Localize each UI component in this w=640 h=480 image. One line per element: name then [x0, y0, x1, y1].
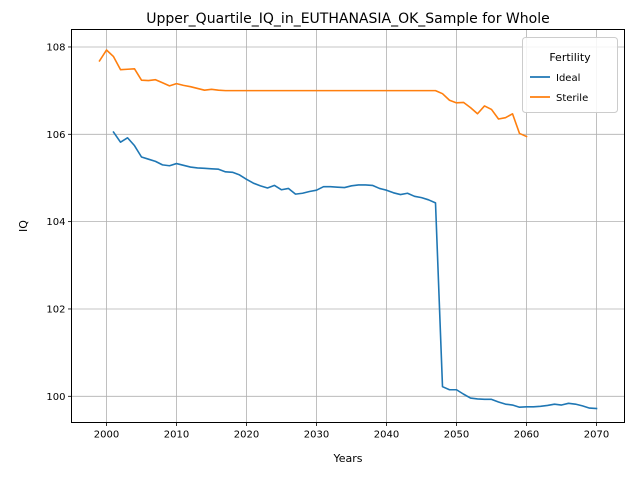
series-lines: [98, 49, 598, 410]
x-tick-label: 2030: [304, 430, 329, 441]
y-axis-label: IQ: [17, 220, 30, 232]
series-line-sterile: [98, 49, 528, 138]
legend: Fertility Ideal Sterile: [522, 37, 618, 113]
x-axis-ticks: 2000 2010 2020 2030 2040 2050 2060 2070: [94, 422, 609, 441]
y-tick-label: 108: [46, 42, 65, 53]
legend-label-ideal: Ideal: [556, 73, 580, 84]
x-tick-label: 2010: [164, 430, 189, 441]
y-tick-label: 106: [46, 130, 65, 141]
plot-frame: [71, 29, 625, 423]
y-tick-label: 100: [46, 392, 65, 403]
x-tick-label: 2070: [584, 430, 609, 441]
y-tick-label: 104: [46, 217, 65, 228]
x-tick-label: 2000: [94, 430, 119, 441]
x-tick-label: 2020: [234, 430, 259, 441]
legend-entries: Ideal Sterile: [530, 73, 588, 104]
x-axis-label: Years: [332, 452, 362, 465]
chart-title: Upper_Quartile_IQ_in_EUTHANASIA_OK_Sampl…: [146, 11, 549, 27]
x-tick-label: 2050: [444, 430, 469, 441]
legend-title: Fertility: [549, 51, 591, 64]
legend-box: [522, 37, 618, 113]
series-line-ideal: [112, 131, 598, 410]
x-tick-label: 2040: [374, 430, 399, 441]
x-tick-label: 2060: [514, 430, 539, 441]
y-tick-label: 102: [46, 304, 65, 315]
legend-label-sterile: Sterile: [556, 93, 588, 104]
y-axis-ticks: 100 102 104 106 108: [46, 42, 72, 403]
